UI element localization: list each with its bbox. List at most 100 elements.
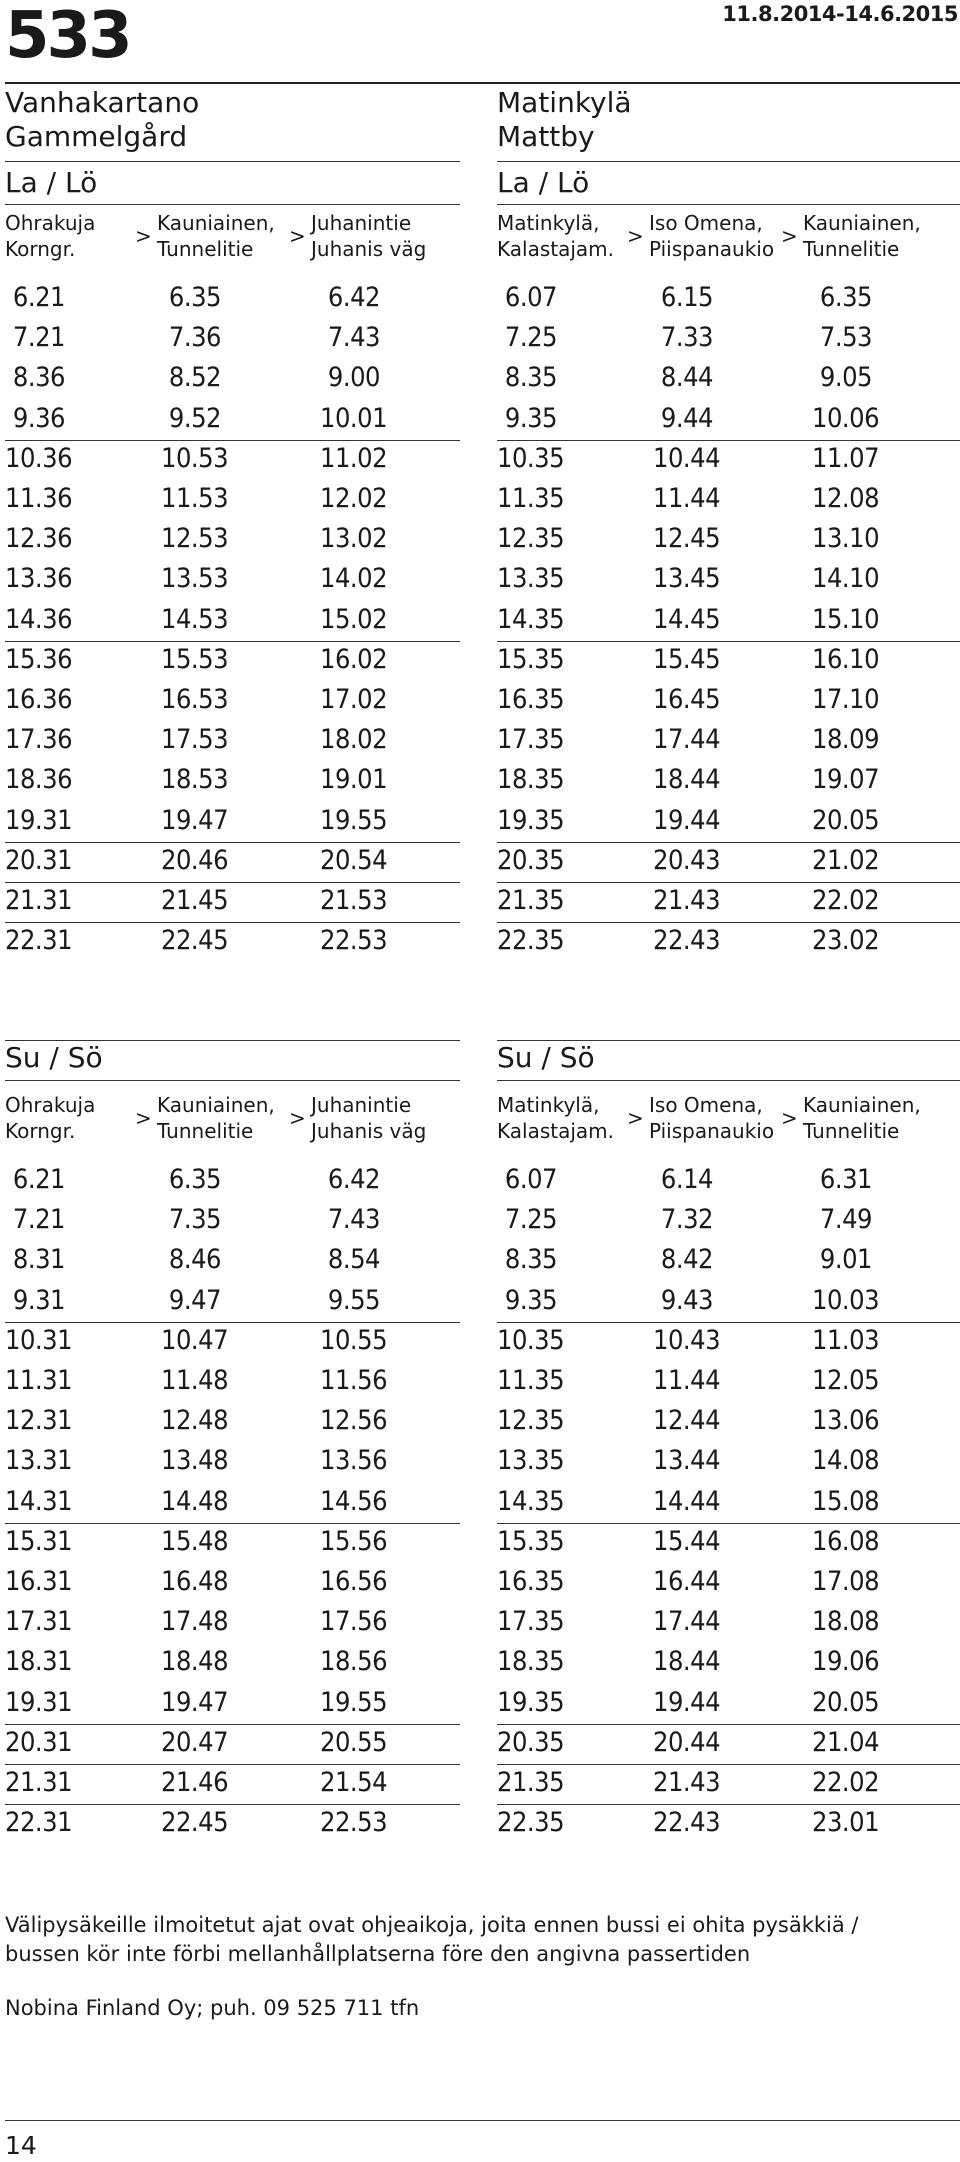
departure-time: 6.21 xyxy=(12,282,66,313)
departure-time: 19.35 xyxy=(497,804,565,836)
departure-time: 21.54 xyxy=(320,1767,388,1798)
departure-time: 8.31 xyxy=(12,1244,66,1276)
row-group-divider xyxy=(497,1321,960,1323)
direction-arrow-icon: > xyxy=(627,224,644,248)
departure-time: 13.44 xyxy=(653,1445,721,1477)
row-group-divider xyxy=(497,439,960,441)
departure-time: 15.31 xyxy=(5,1525,73,1557)
departure-time: 14.53 xyxy=(161,603,229,635)
departure-time: 11.56 xyxy=(320,1365,388,1396)
stop-name: Iso Omena, Piispanaukio xyxy=(649,1092,774,1144)
departure-time: 7.43 xyxy=(327,1204,381,1236)
departure-time: 21.04 xyxy=(812,1726,880,1758)
departure-time: 6.31 xyxy=(819,1164,873,1195)
departure-time: 17.10 xyxy=(812,684,880,715)
departure-time: 20.35 xyxy=(497,844,565,876)
departure-time: 16.53 xyxy=(161,684,229,715)
departure-time: 21.53 xyxy=(320,885,388,916)
departure-time: 14.56 xyxy=(320,1485,388,1517)
departure-time: 7.53 xyxy=(819,322,873,354)
departure-time: 17.53 xyxy=(161,724,229,756)
departure-time: 6.15 xyxy=(660,282,714,313)
departure-time: 9.35 xyxy=(504,1284,558,1316)
departure-time: 11.48 xyxy=(161,1365,229,1396)
departure-time: 21.31 xyxy=(5,1767,73,1798)
departure-time: 7.25 xyxy=(504,1204,558,1236)
departure-time: 12.44 xyxy=(653,1405,721,1437)
day-label: Su / Sö xyxy=(497,1041,595,1074)
departure-time: 6.14 xyxy=(660,1164,714,1195)
row-group-divider xyxy=(497,841,960,843)
departure-time: 10.06 xyxy=(812,402,880,434)
departure-time: 16.02 xyxy=(320,643,388,675)
departure-time: 11.53 xyxy=(161,483,229,514)
departure-time: 14.08 xyxy=(812,1445,880,1477)
stop-name-finnish: Matinkylä, xyxy=(497,1093,600,1117)
departure-time: 7.21 xyxy=(12,322,66,354)
departure-time: 21.31 xyxy=(5,885,73,916)
stop-name: Kauniainen, Tunnelitie xyxy=(803,210,921,262)
destination-finnish: Vanhakartano xyxy=(5,86,200,119)
departure-time: 10.44 xyxy=(653,442,721,474)
departure-time: 21.35 xyxy=(497,885,565,916)
departure-time: 15.10 xyxy=(812,603,880,635)
departure-time: 18.53 xyxy=(161,764,229,796)
sunday-right-timetable: Su / Sö Matinkylä, Kalastajam. > Iso Omena,… xyxy=(497,1040,960,1880)
direction-arrow-icon: > xyxy=(781,224,798,248)
departure-time: 22.53 xyxy=(320,1807,388,1839)
departure-time: 11.44 xyxy=(653,483,721,514)
departure-time: 19.31 xyxy=(5,1686,73,1718)
stop-name-swedish: Piispanaukio xyxy=(649,1119,775,1143)
departure-time: 23.01 xyxy=(812,1807,880,1839)
stop-name-finnish: Kauniainen, xyxy=(803,1093,921,1117)
direction-arrow-icon: > xyxy=(781,1106,798,1130)
sunday-divider-left xyxy=(5,1040,460,1041)
departure-time: 22.53 xyxy=(320,925,388,957)
departure-time: 12.08 xyxy=(812,483,880,514)
stop-name: Kauniainen, Tunnelitie xyxy=(157,1092,275,1144)
departure-time: 14.45 xyxy=(653,603,721,635)
departure-time: 19.44 xyxy=(653,804,721,836)
departure-time: 16.56 xyxy=(320,1566,388,1597)
departure-time: 9.35 xyxy=(504,402,558,434)
day-label: Su / Sö xyxy=(5,1041,103,1074)
departure-time: 12.56 xyxy=(320,1405,388,1437)
departure-time: 18.44 xyxy=(653,1646,721,1678)
row-group-divider xyxy=(497,882,960,883)
row-group-divider xyxy=(5,439,460,441)
departure-time: 6.35 xyxy=(819,282,873,313)
departure-time: 9.00 xyxy=(327,362,381,394)
departure-time: 17.02 xyxy=(320,684,388,715)
departure-time: 20.35 xyxy=(497,1726,565,1758)
stop-name-finnish: Iso Omena, xyxy=(649,211,763,235)
departure-time: 11.31 xyxy=(5,1365,73,1396)
departure-time: 8.46 xyxy=(168,1244,222,1276)
departure-time: 17.56 xyxy=(320,1606,388,1638)
departure-time: 9.43 xyxy=(660,1284,714,1316)
stop-name-finnish: Kauniainen, xyxy=(157,1093,275,1117)
departure-time: 14.02 xyxy=(320,563,388,595)
footnote-swedish: bussen kör inte förbi mellanhållplatsern… xyxy=(5,1942,751,1966)
departure-time: 20.54 xyxy=(320,844,388,876)
departure-time: 10.36 xyxy=(5,442,73,474)
row-group-divider xyxy=(5,640,460,642)
departure-time: 10.35 xyxy=(497,442,565,474)
page-number: 14 xyxy=(5,2131,37,2160)
departure-time: 19.01 xyxy=(320,764,388,796)
day-label: La / Lö xyxy=(497,166,590,199)
stop-name: Kauniainen, Tunnelitie xyxy=(157,210,275,262)
departure-time: 13.35 xyxy=(497,563,565,595)
departure-time: 18.09 xyxy=(812,724,880,756)
departure-time: 12.02 xyxy=(320,483,388,514)
departure-time: 8.35 xyxy=(504,362,558,394)
departure-time: 16.31 xyxy=(5,1566,73,1597)
departure-time: 9.44 xyxy=(660,402,714,434)
departure-time: 21.46 xyxy=(161,1767,229,1798)
departure-time: 9.52 xyxy=(168,402,222,434)
saturday-left-timetable: Vanhakartano Gammelgård La / Lö Ohrakuja… xyxy=(5,86,460,986)
departure-time: 18.35 xyxy=(497,764,565,796)
departure-time: 21.35 xyxy=(497,1767,565,1798)
row-group-divider xyxy=(5,1804,460,1806)
row-group-divider xyxy=(5,882,460,883)
departure-time: 7.25 xyxy=(504,322,558,354)
